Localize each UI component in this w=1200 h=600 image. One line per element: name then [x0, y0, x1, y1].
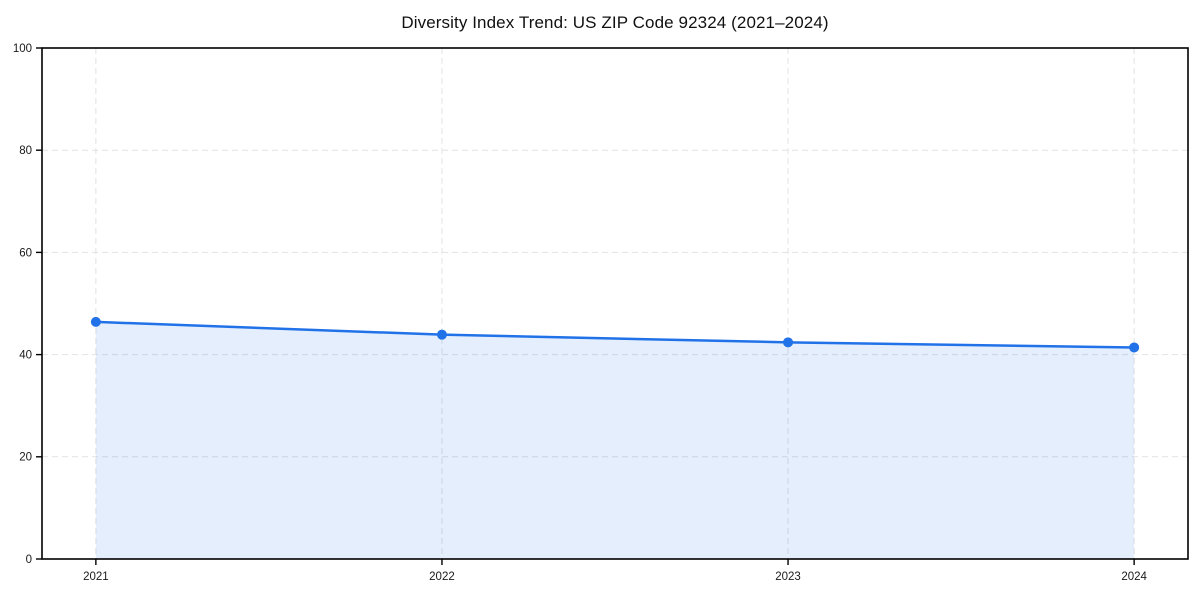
trend-line — [94, 320, 1136, 349]
y-tick-label: 40 — [19, 350, 32, 362]
y-tick-label: 20 — [19, 452, 32, 464]
y-tick-label: 0 — [26, 554, 32, 566]
data-point-2024 — [1129, 342, 1140, 353]
data-point-2022 — [436, 329, 447, 340]
chart-title: Diversity Index Trend: US ZIP Code 92324… — [401, 13, 829, 32]
area-fill — [95, 321, 1135, 559]
y-tick-label: 60 — [19, 247, 32, 259]
plot-border — [41, 47, 1189, 560]
data-point-2023 — [783, 337, 794, 348]
data-point-2021 — [90, 316, 101, 327]
y-tick-label: 80 — [19, 145, 32, 157]
y-tick-label: 100 — [13, 43, 32, 55]
x-tick-label: 2024 — [1121, 571, 1147, 583]
x-tick-label: 2022 — [429, 571, 455, 583]
x-tick-label: 2021 — [83, 571, 109, 583]
x-tick-label: 2023 — [775, 571, 801, 583]
